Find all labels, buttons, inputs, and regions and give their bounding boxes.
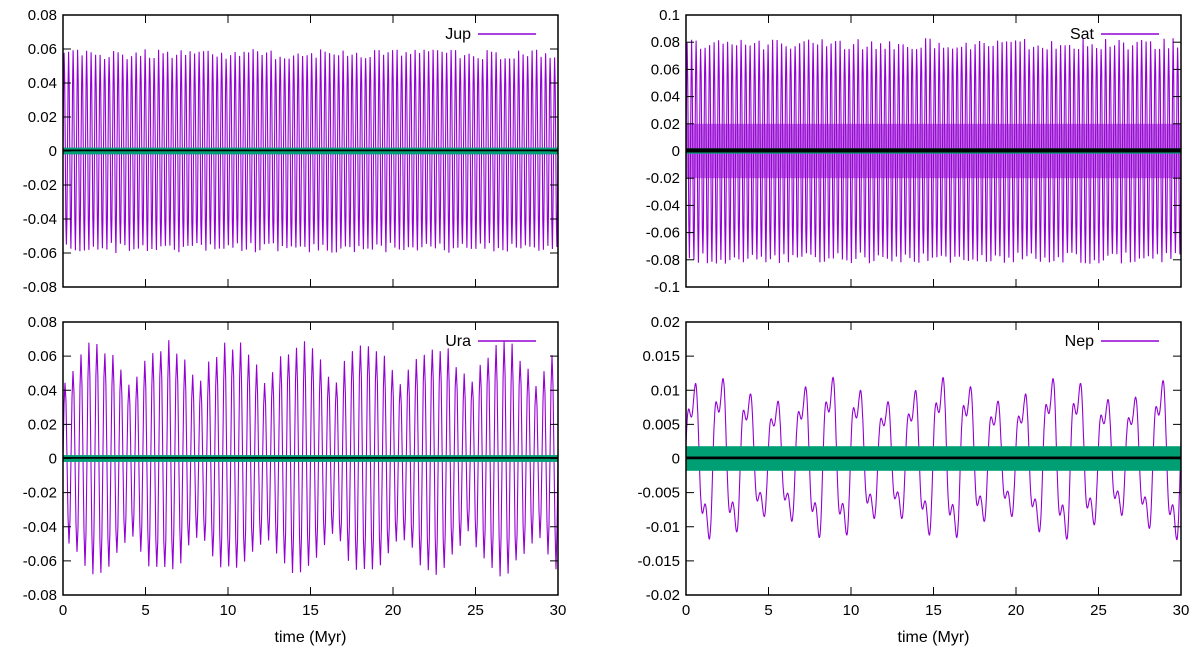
x-axis-label: time (Myr) — [898, 629, 970, 646]
x-tick-label: 10 — [220, 602, 237, 619]
plot-area — [63, 49, 558, 254]
y-tick-label: 0.06 — [651, 61, 680, 78]
y-tick-label: -0.04 — [23, 211, 57, 228]
y-tick-label: -0.04 — [23, 519, 57, 536]
series-line — [686, 456, 1181, 460]
panel-2: 0.080.060.040.020-0.02-0.04-0.06-0.080 5 1… — [23, 314, 567, 646]
y-tick-label: 0.02 — [28, 416, 57, 433]
x-tick-label: 15 — [302, 602, 319, 619]
x-tick-label: 0 — [682, 602, 690, 619]
x-tick-label: 10 — [843, 602, 860, 619]
y-tick-label: -0.01 — [646, 519, 680, 536]
y-tick-label: -0.02 — [646, 587, 680, 604]
y-tick-label: 0 — [672, 451, 680, 468]
y-tick-label: 0.06 — [28, 41, 57, 58]
y-tick-label: 0.1 — [659, 7, 680, 24]
y-tick-label: 0 — [49, 143, 57, 160]
panel-3: 0.02 0.015 0.01 0.005 0 -0.005 -0.01 -0.015 -0.0… — [637, 314, 1189, 646]
y-tick-label: -0.06 — [23, 245, 57, 262]
y-tick-label: 0.08 — [28, 314, 57, 331]
x-tick-label: 30 — [1173, 602, 1190, 619]
y-tick-label: 0 — [672, 143, 680, 160]
y-tick-label: 0.005 — [642, 416, 680, 433]
legend-label: Jup — [445, 26, 471, 43]
x-tick-label: 30 — [550, 602, 567, 619]
legend-label: Nep — [1065, 333, 1094, 350]
y-tick-label: 0.02 — [28, 109, 57, 126]
y-tick-label: 0.08 — [28, 7, 57, 24]
y-tick-label: -0.02 — [646, 170, 680, 187]
y-tick-label: -0.02 — [23, 177, 57, 194]
y-tick-label: 0.015 — [642, 348, 680, 365]
y-tick-label: -0.08 — [23, 279, 57, 296]
y-tick-label: 0.06 — [28, 348, 57, 365]
x-tick-label: 15 — [925, 602, 942, 619]
series-line — [63, 149, 558, 152]
plot-area — [686, 38, 1181, 264]
y-tick-label: -0.06 — [23, 553, 57, 570]
y-tick-label: -0.02 — [23, 485, 57, 502]
panel-1: 0.1 0.08 0.06 0.04 0.02 0 -0.02 -0.04 -0.06 -0.08… — [646, 7, 1182, 296]
y-tick-label: 0.02 — [651, 314, 680, 331]
y-tick-label: 0.04 — [28, 382, 57, 399]
x-axis-label: time (Myr) — [275, 629, 347, 646]
legend-label: Ura — [445, 333, 471, 350]
series-line — [686, 148, 1181, 153]
y-tick-label: -0.04 — [646, 197, 680, 214]
x-tick-label: 25 — [1090, 602, 1107, 619]
y-tick-label: 0.02 — [651, 116, 680, 133]
x-tick-label: 5 — [141, 602, 149, 619]
y-tick-label: -0.08 — [646, 252, 680, 269]
series-line — [63, 457, 558, 459]
y-tick-label: 0 — [49, 451, 57, 468]
y-tick-label: -0.015 — [637, 553, 680, 570]
y-tick-label: -0.1 — [654, 279, 680, 296]
y-tick-label: 0.08 — [651, 34, 680, 51]
x-tick-label: 5 — [764, 602, 772, 619]
y-tick-label: -0.08 — [23, 587, 57, 604]
x-tick-label: 25 — [467, 602, 484, 619]
y-tick-label: -0.005 — [637, 485, 680, 502]
x-tick-label: 20 — [385, 602, 402, 619]
y-tick-label: 0.01 — [651, 382, 680, 399]
x-tick-label: 0 — [59, 602, 67, 619]
y-tick-label: -0.06 — [646, 225, 680, 242]
panel-0: 0.08 0.06 0.04 0.02 0 -0.02 -0.04 -0.06 -0.08 Jup — [23, 7, 559, 296]
x-tick-label: 20 — [1008, 602, 1025, 619]
plot-area — [686, 376, 1181, 541]
y-tick-label: 0.04 — [651, 89, 680, 106]
y-tick-label: 0.04 — [28, 75, 57, 92]
legend-label: Sat — [1070, 26, 1095, 43]
plot-area — [63, 340, 558, 577]
